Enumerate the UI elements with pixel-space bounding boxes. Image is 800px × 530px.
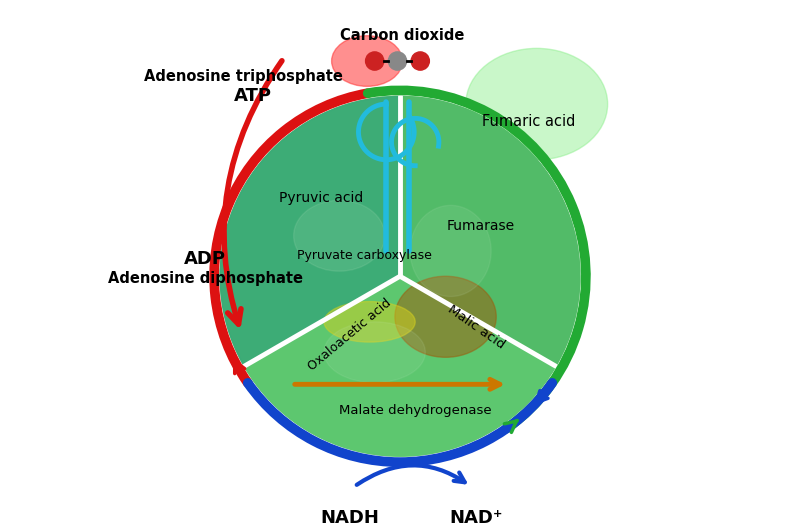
Ellipse shape — [332, 36, 402, 86]
Text: Pyruvate carboxylase: Pyruvate carboxylase — [297, 250, 432, 262]
Text: NADH: NADH — [320, 509, 378, 527]
Circle shape — [388, 52, 406, 70]
Text: ADP: ADP — [184, 250, 226, 268]
Text: Oxaloacetic acid: Oxaloacetic acid — [306, 296, 394, 373]
Ellipse shape — [324, 322, 426, 383]
Text: Fumarase: Fumarase — [447, 218, 515, 233]
Wedge shape — [244, 276, 556, 456]
Text: Fumaric acid: Fumaric acid — [482, 114, 576, 129]
Ellipse shape — [395, 276, 496, 357]
Text: Malic acid: Malic acid — [445, 303, 507, 351]
Circle shape — [220, 96, 580, 456]
Text: ATP: ATP — [234, 87, 272, 105]
Text: Malate dehydrogenase: Malate dehydrogenase — [339, 404, 491, 417]
Wedge shape — [220, 96, 400, 366]
Circle shape — [366, 52, 384, 70]
Text: Adenosine diphosphate: Adenosine diphosphate — [107, 271, 302, 286]
Text: Carbon dioxide: Carbon dioxide — [340, 28, 465, 43]
Ellipse shape — [324, 302, 415, 342]
Wedge shape — [400, 96, 580, 366]
Circle shape — [411, 52, 430, 70]
Text: Adenosine triphosphate: Adenosine triphosphate — [143, 69, 342, 84]
Ellipse shape — [466, 48, 608, 160]
Text: NAD⁺: NAD⁺ — [450, 509, 502, 527]
Ellipse shape — [410, 205, 491, 296]
Ellipse shape — [294, 200, 385, 271]
Text: Pyruvic acid: Pyruvic acid — [279, 191, 364, 205]
